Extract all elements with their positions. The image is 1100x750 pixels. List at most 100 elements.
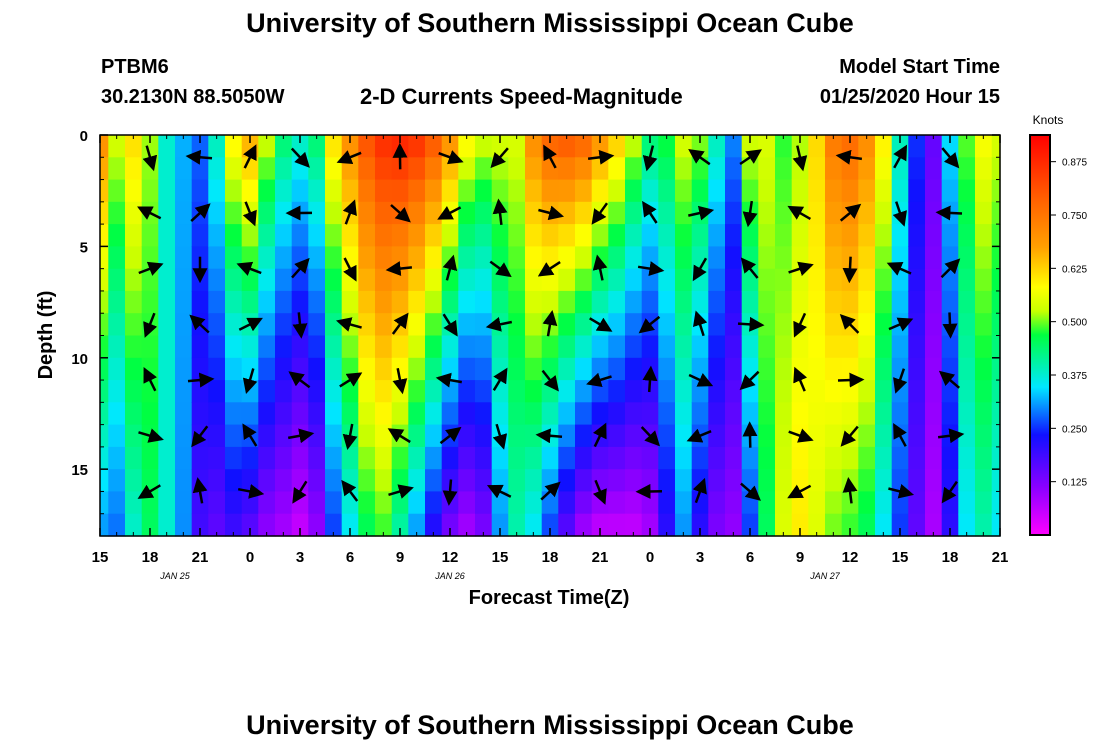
x-tick-label: 18 [542,549,559,566]
heat-cell [358,268,376,292]
heat-cell [375,313,393,337]
heat-cell [941,268,959,292]
heat-cell [558,335,576,359]
heat-cell [741,179,759,203]
heat-cell [858,157,876,181]
current-vector-arrow [740,482,761,501]
heat-cell [175,424,193,448]
heat-cell [375,224,393,247]
heat-cell [158,313,176,337]
current-vector-arrow [893,144,908,169]
current-vector-arrow [587,149,615,165]
heat-cell [791,135,809,158]
heat-cell [408,402,426,426]
heat-cell [741,224,759,247]
heat-cell [341,335,359,359]
heat-cell [625,157,643,181]
heat-cell [191,402,209,426]
date-label: JAN 27 [809,571,841,581]
heat-cell [908,402,926,426]
heat-cell [475,380,493,403]
current-vector-arrow [242,423,258,447]
heat-cell [625,179,643,203]
heat-cell [108,335,126,359]
current-vector-arrow [540,481,561,501]
heat-cell [625,424,643,448]
current-vector-arrow [343,257,357,282]
heat-cell [975,424,993,448]
heat-cell [141,290,159,314]
heat-cell [975,246,993,270]
heat-cell [475,246,493,270]
heat-cell [858,201,876,225]
heat-cell [525,135,543,158]
heat-cell [391,491,409,515]
heat-cell [708,290,726,314]
x-tick-label: 15 [492,549,509,566]
heat-cell [958,513,976,537]
heat-cell [558,380,576,403]
heat-cell [691,513,709,537]
heat-cell [258,246,276,270]
current-vector-arrow [688,373,714,387]
heat-cell [708,402,726,426]
heat-cell [608,446,626,470]
current-vector-arrow [893,423,907,447]
heat-cell [741,357,759,381]
heat-cell [741,246,759,270]
heat-cell [891,491,909,515]
heat-cell [408,313,426,337]
heat-cell [875,135,893,158]
heat-cell [225,157,243,181]
heat-cell [391,290,409,314]
heat-cell [391,446,409,470]
heat-cell [975,491,993,515]
heat-cell [325,268,343,292]
heat-cell [825,290,843,314]
heat-cell [458,201,476,225]
heat-cell [108,446,126,470]
heat-cell [925,179,943,203]
heat-cell [991,380,1001,403]
heat-cell [225,491,243,515]
heat-cell [308,402,326,426]
heat-cell [458,380,476,403]
x-tick-label: 12 [442,549,459,566]
heat-cell [525,357,543,381]
heat-cell [908,224,926,247]
heat-cell [841,179,859,203]
heat-cell [541,402,559,426]
heat-cell [908,313,926,337]
heat-cell [508,424,526,448]
current-vector-arrow [642,365,658,393]
heat-cell [575,157,593,181]
current-vector-arrow [291,257,310,279]
heat-cell [425,424,443,448]
heat-cell [458,313,476,337]
heat-cell [100,201,109,225]
heat-cell [925,446,943,470]
heat-cell [258,268,276,292]
current-vector-arrow [442,479,458,506]
heat-cell [441,224,459,247]
heat-cell [741,380,759,403]
heat-cell [625,335,643,359]
heat-cell [891,157,909,181]
heat-cell [875,491,893,515]
heat-cell [725,201,743,225]
heat-cell [925,224,943,247]
heat-cell [208,268,226,292]
heat-cell [100,268,109,292]
heat-cell [325,246,343,270]
heat-cell [975,313,993,337]
heat-cell [758,424,776,448]
current-vector-arrow [339,372,363,388]
heat-cell [608,357,626,381]
model-start-value: 01/25/2020 Hour 15 [819,86,1000,108]
heat-cell [991,402,1001,426]
heat-cell [125,491,143,515]
current-vector-arrow [492,198,508,226]
heat-cell [125,290,143,314]
heat-cell [641,402,659,426]
heat-cell [475,268,493,292]
